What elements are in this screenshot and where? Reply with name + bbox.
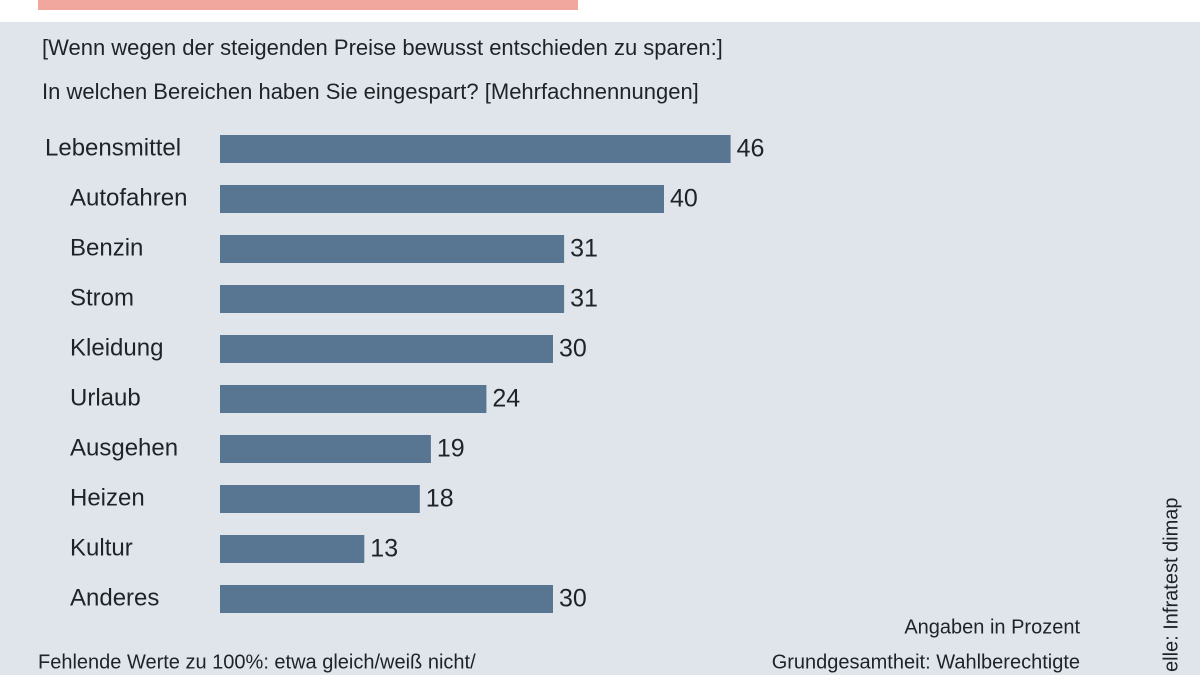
category-label: Heizen (70, 484, 145, 511)
value-label: 31 (570, 235, 598, 263)
bar (220, 585, 553, 613)
source: elle: Infratest dimap (1160, 497, 1182, 672)
value-label: 13 (370, 535, 398, 563)
bar (220, 485, 420, 513)
category-label: Lebensmittel (45, 134, 181, 161)
subtitle: [Wenn wegen der steigenden Preise bewuss… (42, 35, 723, 60)
bar (220, 185, 664, 213)
value-label: 24 (492, 385, 520, 413)
bar (220, 535, 365, 563)
category-label: Autofahren (70, 184, 187, 211)
header-decoration (38, 0, 578, 10)
category-label: Kultur (70, 534, 133, 561)
bar (220, 135, 731, 163)
value-label: 30 (559, 585, 587, 613)
bar (220, 385, 487, 413)
bar (220, 335, 553, 363)
value-label: 31 (570, 285, 598, 313)
value-label: 18 (426, 485, 454, 513)
value-label: 30 (559, 335, 587, 363)
subtitle: In welchen Bereichen haben Sie eingespar… (42, 79, 699, 104)
category-label: Benzin (70, 234, 143, 261)
value-label: 40 (670, 185, 698, 213)
category-label: Kleidung (70, 334, 163, 361)
category-label: Ausgehen (70, 434, 178, 461)
category-label: Anderes (70, 584, 159, 611)
category-label: Strom (70, 284, 134, 311)
value-label: 19 (437, 435, 465, 463)
bar (220, 435, 431, 463)
bar (220, 235, 565, 263)
value-label: 46 (737, 135, 765, 163)
missing-note: Fehlende Werte zu 100%: etwa gleich/weiß… (38, 651, 476, 673)
unit-note: Angaben in Prozent (904, 616, 1080, 638)
category-label: Urlaub (70, 384, 141, 411)
base-note: Grundgesamtheit: Wahlberechtigte (772, 651, 1080, 673)
bar (220, 285, 565, 313)
